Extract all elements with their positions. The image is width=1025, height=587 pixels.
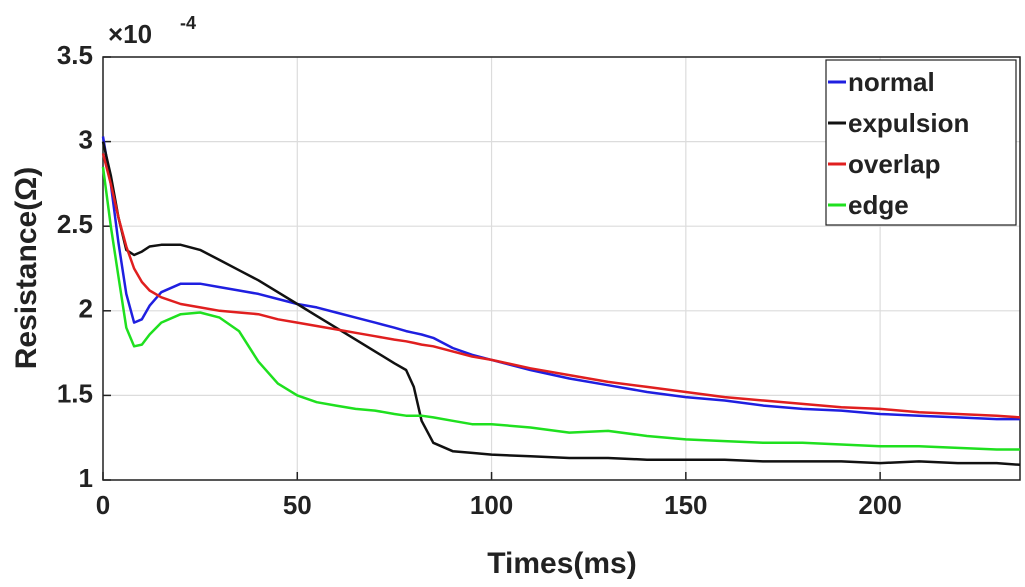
x-tick-label: 50 <box>283 490 312 520</box>
series-line <box>101 153 1021 419</box>
x-tick-label: 200 <box>858 490 901 520</box>
legend-box <box>825 59 1017 226</box>
y-tick-label: 3.5 <box>57 40 93 70</box>
legend-label: normal <box>848 67 935 97</box>
plot-frame <box>102 56 1021 481</box>
series-line <box>101 136 1020 421</box>
legend-label: expulsion <box>848 108 969 138</box>
y-tick-label: 3 <box>79 124 93 154</box>
y-tick-label: 1.5 <box>57 378 93 408</box>
x-tick-label: 100 <box>470 490 513 520</box>
legend-label: edge <box>848 190 909 220</box>
y-tick-label: 2 <box>79 294 93 324</box>
series-line <box>101 141 1021 467</box>
x-tick-label: 0 <box>96 490 110 520</box>
y-tick-label: 2.5 <box>57 209 93 239</box>
y-multiplier: ×10 <box>108 19 152 49</box>
series-line <box>101 166 1020 451</box>
legend-label: overlap <box>848 149 941 179</box>
x-axis-label: Times(ms) <box>487 547 637 580</box>
y-axis-label: Resistance(Ω) <box>10 167 43 369</box>
x-tick-label: 150 <box>664 490 707 520</box>
y-exponent: -4 <box>180 13 196 33</box>
y-tick-label: 1 <box>79 463 93 493</box>
